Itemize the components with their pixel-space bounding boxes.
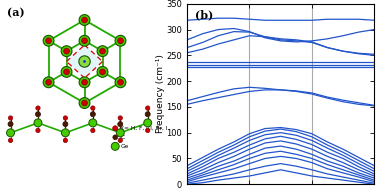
Circle shape <box>115 77 126 88</box>
Circle shape <box>43 77 54 88</box>
Circle shape <box>100 48 105 54</box>
Circle shape <box>97 67 108 77</box>
Circle shape <box>46 79 51 85</box>
Circle shape <box>8 116 13 120</box>
Circle shape <box>83 60 86 63</box>
Circle shape <box>145 112 150 117</box>
Circle shape <box>79 56 90 67</box>
Circle shape <box>146 106 150 110</box>
Circle shape <box>34 119 42 127</box>
Circle shape <box>100 69 105 75</box>
Circle shape <box>82 79 87 85</box>
Circle shape <box>111 142 119 150</box>
Circle shape <box>118 138 122 143</box>
Circle shape <box>61 46 72 57</box>
Circle shape <box>82 17 87 23</box>
Circle shape <box>97 46 108 57</box>
Circle shape <box>116 129 124 137</box>
Text: Ge: Ge <box>120 144 129 149</box>
Circle shape <box>118 38 123 44</box>
Circle shape <box>8 138 13 143</box>
Circle shape <box>118 122 123 127</box>
Circle shape <box>82 100 87 106</box>
Circle shape <box>36 128 40 133</box>
Circle shape <box>113 135 118 140</box>
Circle shape <box>61 67 72 77</box>
Circle shape <box>82 38 87 44</box>
Circle shape <box>90 112 95 117</box>
Text: C: C <box>120 135 124 140</box>
Circle shape <box>36 112 40 117</box>
Circle shape <box>63 138 68 143</box>
Circle shape <box>91 106 95 110</box>
Circle shape <box>62 129 70 137</box>
Circle shape <box>144 119 152 127</box>
Text: X= H, F, Cl, Br, I: X= H, F, Cl, Br, I <box>120 126 168 131</box>
Circle shape <box>46 38 51 44</box>
Circle shape <box>43 35 54 46</box>
Circle shape <box>64 69 70 75</box>
Circle shape <box>63 122 68 127</box>
Circle shape <box>146 128 150 133</box>
Circle shape <box>115 35 126 46</box>
Text: (a): (a) <box>7 7 25 18</box>
Circle shape <box>79 15 90 25</box>
Polygon shape <box>67 45 102 78</box>
Circle shape <box>89 119 97 127</box>
Circle shape <box>113 126 118 131</box>
Circle shape <box>79 77 90 88</box>
Circle shape <box>91 128 95 133</box>
Circle shape <box>118 79 123 85</box>
Y-axis label: Frequency (cm⁻¹): Frequency (cm⁻¹) <box>156 55 165 133</box>
Circle shape <box>36 106 40 110</box>
Circle shape <box>79 98 90 108</box>
Circle shape <box>63 116 68 120</box>
Circle shape <box>64 48 70 54</box>
Circle shape <box>118 116 122 120</box>
Circle shape <box>6 129 14 137</box>
Circle shape <box>79 35 90 46</box>
Text: (b): (b) <box>195 9 213 20</box>
Circle shape <box>8 122 13 127</box>
